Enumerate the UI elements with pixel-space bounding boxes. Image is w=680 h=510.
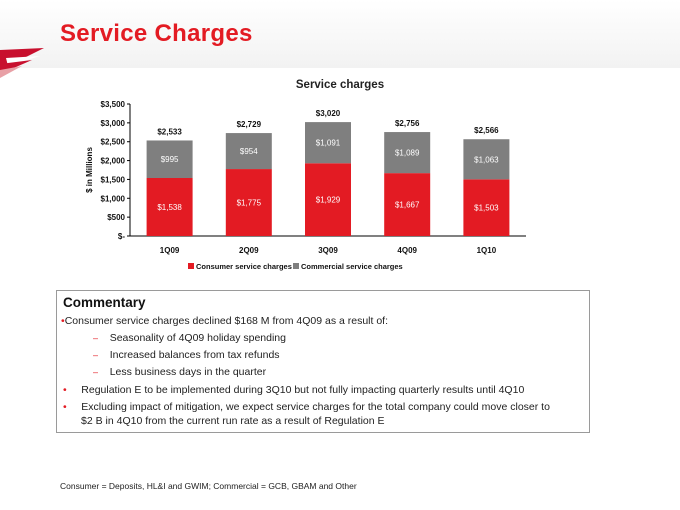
data-label-commercial: $1,091 [316, 139, 341, 148]
service-charges-chart: $- $500 $1,000 $1,500 $2,000 $2,500 $3,000 $3,5… [85, 100, 526, 271]
bar-commercial [146, 140, 193, 178]
commentary-sub-item: – Seasonality of 4Q09 holiday spending [93, 332, 286, 344]
bar-consumer [305, 163, 351, 236]
commentary-sub-item: – Increased balances from tax refunds [93, 349, 280, 361]
bar-commercial [305, 122, 351, 164]
data-label-consumer: $1,503 [474, 204, 499, 213]
commentary-bullet: • Regulation E to be implemented during … [63, 384, 525, 396]
commentary-intro-text: Consumer service charges declined $168 M… [64, 315, 389, 327]
bullet-text: Excluding impact of mitigation, we expec… [81, 401, 550, 413]
data-label-commercial: $954 [240, 147, 258, 156]
data-label-consumer: $1,538 [157, 203, 182, 212]
page-title: Service Charges [60, 20, 253, 47]
data-label-consumer: $1,929 [316, 196, 341, 205]
legend-label-commercial: Commercial service charges [301, 262, 403, 271]
chart-title: Service charges [295, 79, 385, 91]
data-label-total: $2,533 [157, 127, 182, 136]
data-label-total: $2,756 [395, 119, 420, 128]
y-axis-label: $ in Millions [85, 147, 94, 193]
x-tick-label: 4Q09 [397, 246, 417, 255]
header-background [0, 0, 680, 68]
data-label-commercial: $995 [161, 155, 179, 164]
commentary-heading: Commentary [63, 295, 146, 310]
data-label-consumer: $1,775 [237, 199, 262, 208]
bank-logo-icon [0, 48, 44, 78]
sub-item-text: Less business days in the quarter [109, 366, 267, 378]
commentary-bullet: • Excluding impact of mitigation, we exp… [63, 401, 550, 413]
x-tick-label: 1Q09 [160, 246, 180, 255]
y-tick-label: $1,500 [101, 175, 126, 184]
data-label-total: $2,566 [474, 126, 499, 135]
bar-consumer [225, 169, 272, 236]
commentary-intro: •Consumer service charges declined $168 … [61, 315, 389, 327]
commentary-sub-item: – Less business days in the quarter [93, 366, 267, 378]
y-tick-label: $- [118, 232, 125, 241]
legend-swatch-consumer [188, 263, 194, 269]
legend-swatch-commercial [293, 263, 299, 269]
x-tick-label: 1Q10 [477, 246, 497, 255]
sub-item-text: Increased balances from tax refunds [109, 349, 280, 361]
data-label-total: $3,020 [316, 109, 341, 118]
bar-commercial [463, 139, 510, 180]
header-band: Service Charges [0, 0, 680, 78]
bar-consumer [146, 177, 193, 236]
y-tick-label: $2,000 [101, 157, 126, 166]
sub-item-text: Seasonality of 4Q09 holiday spending [109, 332, 286, 344]
bar-consumer [384, 173, 431, 236]
data-label-consumer: $1,667 [395, 201, 420, 210]
data-label-total: $2,729 [237, 120, 262, 129]
bar-consumer [463, 179, 510, 236]
bar-commercial [384, 132, 431, 174]
x-tick-label: 2Q09 [239, 246, 259, 255]
bullet-text: Regulation E to be implemented during 3Q… [81, 384, 525, 396]
y-tick-label: $3,500 [101, 100, 126, 109]
data-label-commercial: $1,063 [474, 155, 499, 164]
footnote: Consumer = Deposits, HL&I and GWIM; Comm… [60, 481, 357, 491]
commentary-box: Commentary •Consumer service charges dec… [56, 290, 590, 433]
y-tick-label: $500 [107, 213, 125, 222]
y-tick-label: $1,000 [101, 194, 126, 203]
bar-commercial [225, 133, 272, 170]
x-tick-label: 3Q09 [318, 246, 338, 255]
commentary-bullet-continuation: $2 B in 4Q10 from the current run rate a… [81, 415, 385, 427]
y-tick-label: $3,000 [101, 119, 126, 128]
data-label-commercial: $1,089 [395, 149, 420, 158]
y-tick-label: $2,500 [101, 138, 126, 147]
legend-label-consumer: Consumer service charges [196, 262, 292, 271]
